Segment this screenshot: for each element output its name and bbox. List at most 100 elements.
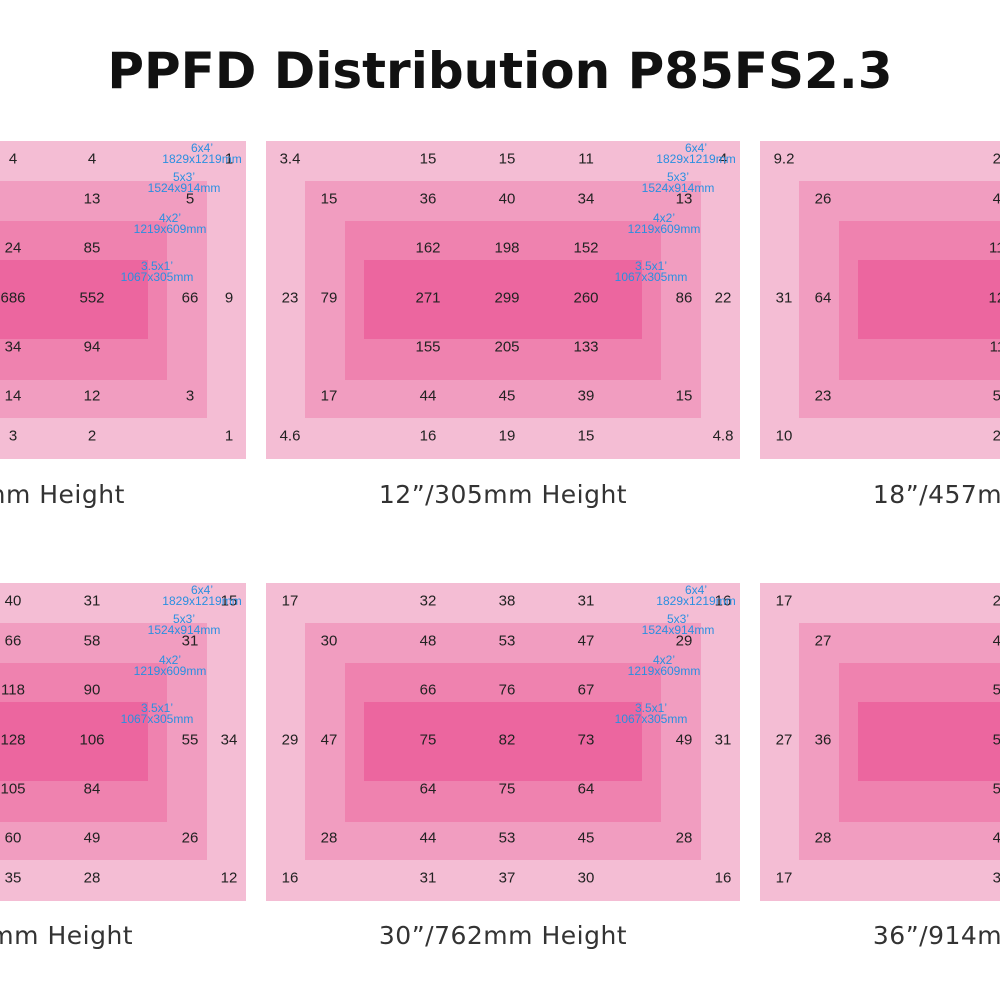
ppfd-value: 155 <box>415 338 441 356</box>
ppfd-value: 1 <box>224 427 234 445</box>
ppfd-value: 15 <box>419 150 437 168</box>
coverage-zone-4 <box>364 702 642 781</box>
ppfd-value: 30 <box>992 869 1000 887</box>
ppfd-value: 24 <box>4 239 22 257</box>
ppfd-value: 4 <box>8 150 18 168</box>
ppfd-value: 26 <box>992 427 1000 445</box>
ppfd-value: 66 <box>4 632 22 650</box>
ppfd-value: 31 <box>714 731 732 749</box>
ppfd-value: 40 <box>992 829 1000 847</box>
ppfd-value: 11 <box>578 150 594 168</box>
ppfd-value: 75 <box>498 780 516 798</box>
coverage-size-label: 5x3’ 1524x914mm <box>641 613 715 637</box>
coverage-size-mm: 1067x305mm <box>614 712 688 726</box>
coverage-size-mm: 1829x1219mm <box>162 594 242 608</box>
coverage-size-label: 5x3’ 1524x914mm <box>642 171 715 194</box>
ppfd-value: 56 <box>992 681 1000 699</box>
ppfd-value: 44 <box>419 387 437 405</box>
ppfd-value: 28 <box>83 869 101 887</box>
ppfd-value: 29 <box>992 592 1000 610</box>
ppfd-value: 58 <box>83 632 101 650</box>
ppfd-value: 55 <box>181 731 199 749</box>
ppfd-value: 34 <box>4 338 22 356</box>
ppfd-value: 53 <box>498 632 516 650</box>
ppfd-value: 82 <box>498 731 516 749</box>
ppfd-value: 17 <box>775 869 793 887</box>
ppfd-value: 94 <box>83 338 101 356</box>
ppfd-value: 552 <box>79 289 105 307</box>
panel-caption: 6”/152mm Height <box>0 480 125 509</box>
coverage-size-name: 6x4’ <box>190 141 214 155</box>
ppfd-value: 10 <box>775 427 793 445</box>
coverage-size-name: 5x3’ <box>172 170 195 184</box>
ppfd-value: 198 <box>494 239 520 257</box>
coverage-size-mm: 1524x914mm <box>641 623 715 637</box>
ppfd-value: 32 <box>419 592 437 610</box>
ppfd-value: 28 <box>320 829 338 847</box>
ppfd-value: 4.6 <box>279 427 301 445</box>
coverage-size-label: 4x2’ 1219x609mm <box>134 653 207 677</box>
ppfd-value: 3 <box>8 427 18 445</box>
coverage-size-label: 5x3’ 1524x914mm <box>148 613 221 636</box>
ppfd-value: 12 <box>83 387 101 405</box>
ppfd-panel: 1729327414566273658652628404173036x4’182… <box>760 583 1000 901</box>
coverage-size-name: 4x2’ <box>652 211 675 225</box>
ppfd-value: 9.2 <box>773 150 795 168</box>
ppfd-value: 12 <box>220 869 238 887</box>
coverage-zone-4 <box>858 702 1000 781</box>
coverage-size-mm: 1829x1219mm <box>656 152 736 166</box>
ppfd-value: 37 <box>498 869 516 887</box>
panel-caption: 30”/762mm Height <box>378 921 628 950</box>
ppfd-value: 3 <box>185 387 195 405</box>
ppfd-value: 40 <box>498 190 516 208</box>
coverage-size-name: 3.5x1’ <box>140 701 174 715</box>
coverage-size-name: 6x4’ <box>190 583 214 597</box>
ppfd-value: 66 <box>181 289 199 307</box>
coverage-size-mm: 1829x1219mm <box>656 594 736 608</box>
ppfd-value: 45 <box>577 829 595 847</box>
ppfd-value: 17 <box>281 592 299 610</box>
ppfd-value: 38 <box>498 592 516 610</box>
ppfd-value: 60 <box>4 829 22 847</box>
coverage-size-mm: 1067x305mm <box>614 270 688 284</box>
ppfd-panel: 4411613524856865526693494141233216x4’182… <box>0 141 246 459</box>
ppfd-value: 29 <box>281 731 299 749</box>
ppfd-value: 66 <box>419 681 437 699</box>
panel-caption: 36”/914mm Height <box>872 921 1000 950</box>
ppfd-value: 118 <box>1 681 25 699</box>
ppfd-value: 16 <box>281 869 299 887</box>
coverage-size-name: 3.5x1’ <box>634 701 668 715</box>
ppfd-value: 271 <box>415 289 441 307</box>
ppfd-value: 36 <box>814 731 832 749</box>
ppfd-value: 4 <box>718 150 728 168</box>
ppfd-panel: 3.4 15 15 11 4 15 36 40 34 13 162 198 152 23 79 271 299 2… <box>266 141 740 459</box>
coverage-size-label: 3.5x1’ 1067x305mm <box>120 701 194 726</box>
ppfd-value: 13 <box>675 190 693 208</box>
ppfd-value: 128 <box>0 731 26 749</box>
coverage-size-mm: 1067x305mm <box>120 270 194 284</box>
ppfd-value: 45 <box>498 387 516 405</box>
coverage-size-label: 3.5x1’ 1067x305mm <box>614 260 688 284</box>
panel-caption: 12”/305mm Height <box>378 480 628 509</box>
ppfd-value: 299 <box>494 289 520 307</box>
ppfd-value: 15 <box>675 387 693 405</box>
panel-caption: 18”/457mm Height <box>872 480 1000 509</box>
ppfd-value: 106 <box>79 731 105 749</box>
ppfd-value: 64 <box>814 289 832 307</box>
ppfd-value: 47 <box>577 632 595 650</box>
ppfd-value: 41 <box>992 632 1000 650</box>
ppfd-value: 34 <box>577 190 595 208</box>
coverage-zone-4 <box>858 260 1000 339</box>
ppfd-value: 15 <box>577 427 595 445</box>
ppfd-panel: 40 31 15 66 58 31 118 90 128 106 55 34 105 84 60 49 26 35… <box>0 583 246 901</box>
coverage-size-name: 6x4’ <box>684 141 708 155</box>
ppfd-value: 58 <box>992 731 1000 749</box>
coverage-size-name: 4x2’ <box>158 653 181 667</box>
coverage-size-mm: 1067x305mm <box>120 712 194 726</box>
ppfd-value: 5 <box>185 190 195 208</box>
ppfd-value: 75 <box>419 731 437 749</box>
coverage-size-label: 6x4’ 1829x1219mm <box>656 141 736 166</box>
ppfd-value: 47 <box>320 731 338 749</box>
ppfd-value: 39 <box>577 387 595 405</box>
